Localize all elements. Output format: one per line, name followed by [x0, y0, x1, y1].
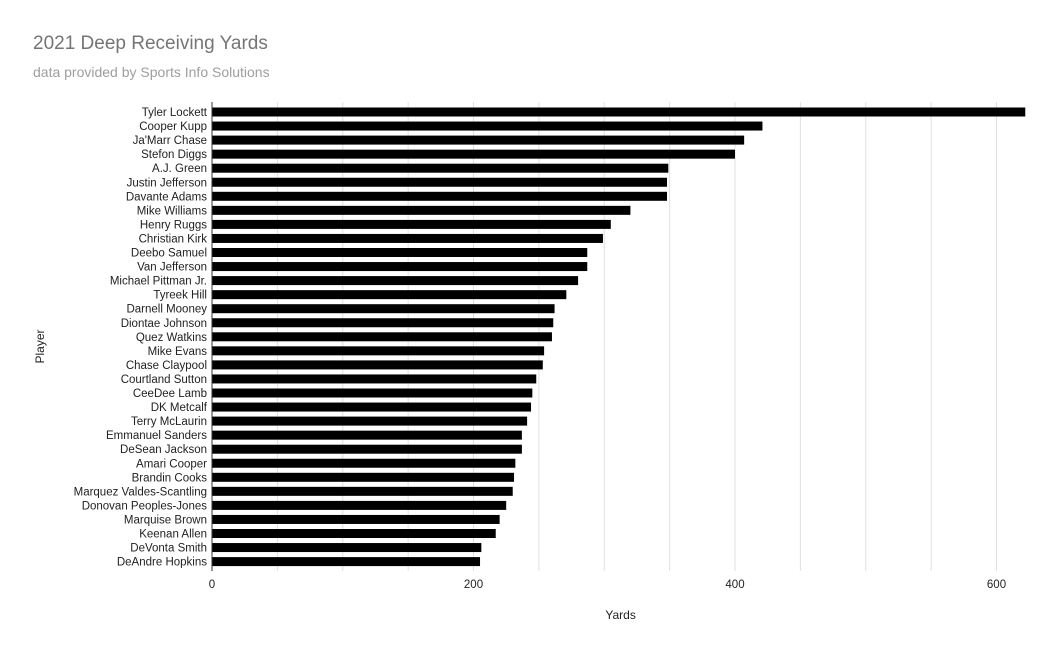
bar: [212, 248, 588, 257]
bar: [212, 304, 555, 314]
bar: [212, 346, 545, 356]
y-tick-label: Van Jefferson: [137, 262, 207, 274]
bar: [212, 430, 522, 440]
y-tick-label: Henry Ruggs: [140, 219, 207, 231]
bar: [212, 388, 533, 398]
bar: [212, 444, 522, 454]
y-tick-label: Ja'Marr Chase: [133, 135, 207, 147]
y-tick-label: CeeDee Lamb: [133, 388, 207, 400]
y-tick-label: Mike Williams: [137, 205, 208, 217]
bar: [212, 458, 516, 468]
bar: [212, 121, 763, 131]
x-tick-label: 0: [209, 579, 215, 591]
y-tick-label: Stefon Diggs: [141, 149, 207, 161]
y-tick-label: DK Metcalf: [151, 402, 208, 414]
bar: [212, 233, 603, 243]
bar: [212, 529, 496, 538]
y-tick-labels: Tyler Lockett Cooper Kupp Ja'Marr Chase Ste…: [74, 107, 208, 569]
y-tick-label: DeVonta Smith: [130, 543, 207, 555]
y-tick-label: Davante Adams: [126, 191, 207, 203]
bar: [212, 500, 507, 510]
bars: [212, 107, 1026, 567]
bar: [212, 486, 513, 496]
bar: [212, 149, 735, 159]
bar: [212, 262, 588, 272]
chart-subtitle: data provided by Sports Info Solutions: [33, 64, 270, 80]
y-tick-label: Tyreek Hill: [153, 290, 207, 302]
y-tick-label: Marquise Brown: [124, 514, 207, 526]
y-tick-label: Michael Pittman Jr.: [110, 276, 207, 288]
y-tick-label: Keenan Allen: [139, 529, 207, 541]
y-tick-label: Deebo Samuel: [131, 248, 207, 260]
y-tick-label: DeSean Jackson: [120, 444, 207, 456]
bar: [212, 135, 745, 145]
chart-title: 2021 Deep Receiving Yards: [33, 33, 268, 54]
bar: [212, 514, 500, 524]
y-tick-label: Terry McLaurin: [131, 416, 207, 428]
y-tick-label: Justin Jefferson: [127, 177, 207, 189]
bar: [212, 402, 532, 412]
bar: [212, 276, 579, 286]
y-tick-label: Chase Claypool: [126, 360, 207, 372]
bar: [212, 107, 1026, 117]
y-tick-label: Darnell Mooney: [126, 304, 207, 316]
y-tick-label: A.J. Green: [152, 163, 207, 175]
bar: [212, 191, 668, 201]
y-tick-label: Christian Kirk: [139, 233, 208, 245]
bar: [212, 543, 482, 553]
y-tick-label: Diontae Johnson: [121, 318, 207, 330]
bar: [212, 472, 515, 482]
bar: [212, 318, 554, 328]
bar: [212, 290, 567, 300]
bar: [212, 205, 631, 215]
bar: [212, 374, 537, 384]
y-tick-label: Cooper Kupp: [139, 121, 207, 133]
x-tick-label: 600: [987, 579, 1006, 591]
y-tick-label: Brandin Cooks: [132, 472, 208, 484]
bar: [212, 163, 669, 173]
y-tick-label: Courtland Sutton: [121, 374, 207, 386]
y-tick-label: Donovan Peoples-Jones: [82, 500, 208, 512]
bar: [212, 416, 528, 426]
y-tick-label: DeAndre Hopkins: [117, 557, 207, 569]
bar: [212, 177, 668, 187]
x-tick-labels: 0 200 400 600: [209, 579, 1006, 591]
x-tick-label: 400: [725, 579, 744, 591]
y-tick-label: Amari Cooper: [136, 458, 207, 470]
bar: [212, 332, 552, 342]
x-tick-label: 200: [464, 579, 483, 591]
y-tick-label: Marquez Valdes-Scantling: [74, 486, 207, 498]
y-tick-label: Mike Evans: [148, 346, 208, 358]
y-tick-label: Emmanuel Sanders: [106, 430, 207, 442]
y-tick-label: Quez Watkins: [136, 332, 207, 344]
bar: [212, 360, 543, 370]
bar: [212, 557, 481, 567]
bar: [212, 219, 611, 229]
x-axis-label: Yards: [605, 608, 635, 622]
y-axis-label: Player: [33, 329, 47, 363]
y-tick-label: Tyler Lockett: [142, 107, 208, 119]
